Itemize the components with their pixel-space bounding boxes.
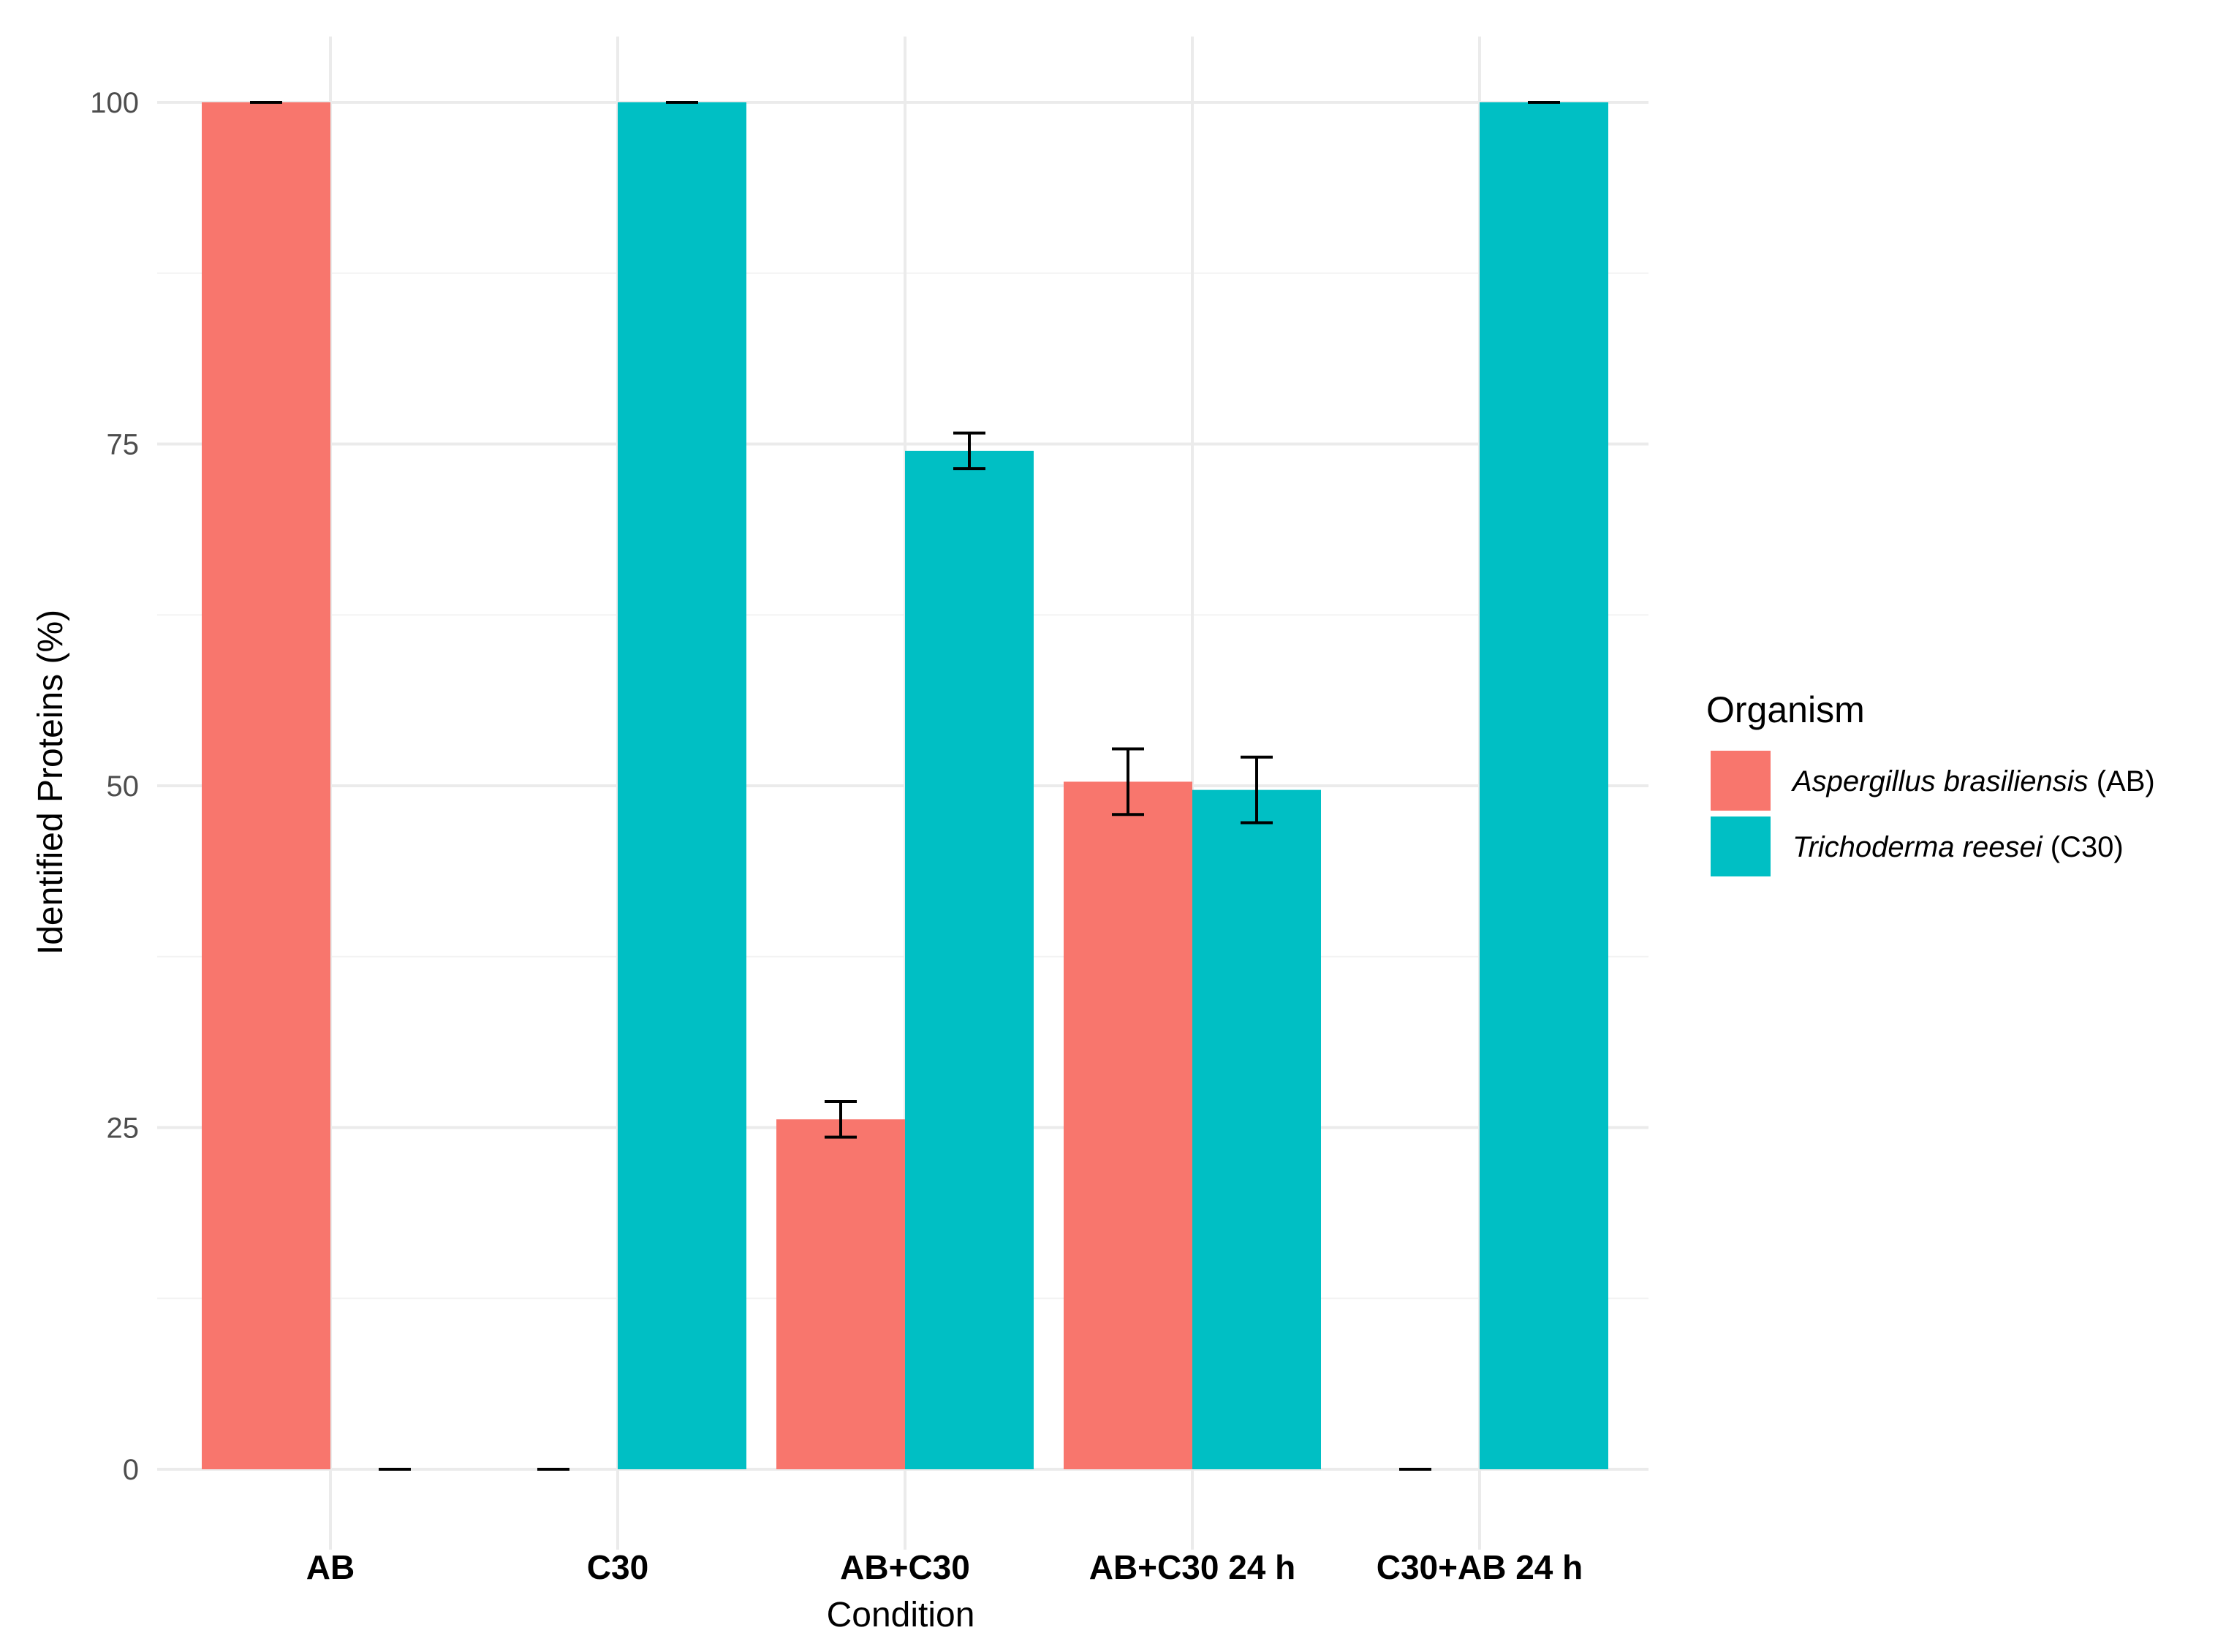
y-tick-label: 25 [107,1113,140,1145]
y-tick-label: 100 [90,87,139,119]
x-tick-label: C30+AB 24 h [1377,1548,1583,1586]
bar [905,450,1034,1469]
bar [1192,789,1321,1469]
x-tick-label: AB [306,1548,355,1586]
bar [618,102,746,1469]
x-tick-label: AB+C30 24 h [1089,1548,1296,1586]
x-tick-label: AB+C30 [840,1548,970,1586]
x-tick-label: C30 [587,1548,648,1586]
error-bars [250,101,1560,1471]
y-axis-title: Identified Proteins (%) [31,610,70,955]
legend: Organism Aspergillus brasiliensis (AB) T… [1706,689,2155,876]
x-axis-ticks: AB C30 AB+C30 AB+C30 24 h C30+AB 24 h [306,1548,1583,1586]
bar [1064,781,1192,1469]
legend-label-aspergillus: Aspergillus brasiliensis (AB) [1791,765,2155,797]
y-tick-label: 75 [107,429,140,461]
bars [202,102,1608,1469]
legend-key-aspergillus [1711,751,1771,811]
x-axis-title: Condition [827,1596,975,1634]
y-tick-label: 50 [107,770,140,803]
y-tick-label: 0 [123,1454,139,1486]
bar [776,1119,905,1469]
bar [202,102,330,1469]
y-axis-ticks: 0 25 50 75 100 [90,87,139,1486]
legend-label-trichoderma: Trichoderma reesei (C30) [1792,831,2124,863]
legend-title: Organism [1706,689,1865,730]
legend-key-trichoderma [1711,816,1771,876]
bar [1480,102,1608,1469]
